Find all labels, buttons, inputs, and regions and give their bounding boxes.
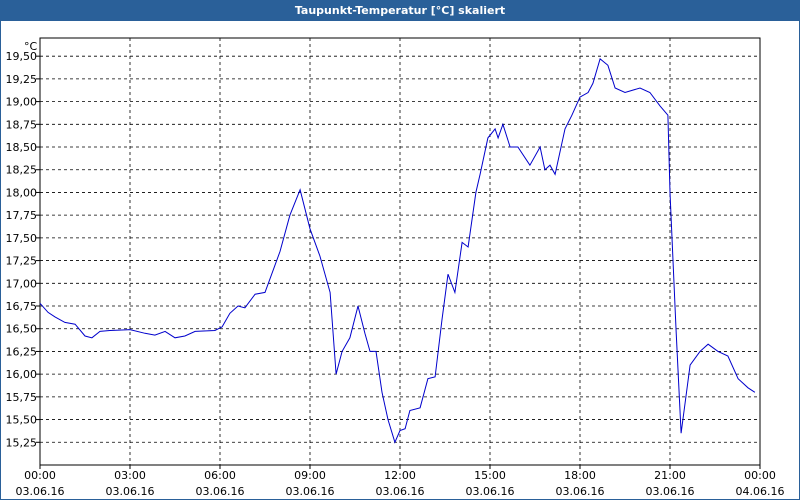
y-tick-label: 17,00 <box>6 277 38 290</box>
y-tick-label: 19,25 <box>6 73 38 86</box>
x-tick-date: 03.06.16 <box>16 485 65 498</box>
y-tick-label: 15,50 <box>6 414 38 427</box>
y-tick-label: 15,25 <box>6 436 38 449</box>
data-line <box>39 58 756 444</box>
x-tick-label: 15:00 <box>474 469 506 482</box>
chart-title: Taupunkt-Temperatur [°C] skaliert <box>295 4 505 17</box>
x-tick-label: 18:00 <box>564 469 596 482</box>
x-tick-date: 04.06.16 <box>736 485 785 498</box>
y-tick-label: 18,50 <box>6 141 38 154</box>
x-tick-date: 03.06.16 <box>556 485 605 498</box>
x-tick-label: 00:00 <box>744 469 776 482</box>
y-tick-label: 19,00 <box>6 96 38 109</box>
y-tick-label: 16,50 <box>6 323 38 336</box>
title-bar <box>0 0 800 21</box>
y-tick-label: 18,75 <box>6 118 38 131</box>
y-tick-label: 17,25 <box>6 255 38 268</box>
x-tick-date: 03.06.16 <box>106 485 155 498</box>
x-tick-date: 03.06.16 <box>376 485 425 498</box>
x-tick-label: 03:00 <box>114 469 146 482</box>
y-tick-label: 16,00 <box>6 368 38 381</box>
x-tick-date: 03.06.16 <box>286 485 335 498</box>
y-tick-label: 15,75 <box>6 391 38 404</box>
x-tick-label: 12:00 <box>384 469 416 482</box>
y-unit: °C <box>24 40 38 53</box>
y-tick-label: 18,25 <box>6 164 38 177</box>
y-tick-label: 18,00 <box>6 186 38 199</box>
x-tick-label: 06:00 <box>204 469 236 482</box>
x-tick-date: 03.06.16 <box>646 485 695 498</box>
y-tick-label: 17,50 <box>6 232 38 245</box>
y-tick-label: 19,50 <box>6 50 38 63</box>
x-tick-label: 09:00 <box>294 469 326 482</box>
x-tick-date: 03.06.16 <box>466 485 515 498</box>
y-tick-label: 17,75 <box>6 209 38 222</box>
x-tick-label: 21:00 <box>654 469 686 482</box>
y-tick-label: 16,25 <box>6 345 38 358</box>
x-tick-label: 00:00 <box>24 469 56 482</box>
y-tick-label: 16,75 <box>6 300 38 313</box>
x-tick-date: 03.06.16 <box>196 485 245 498</box>
